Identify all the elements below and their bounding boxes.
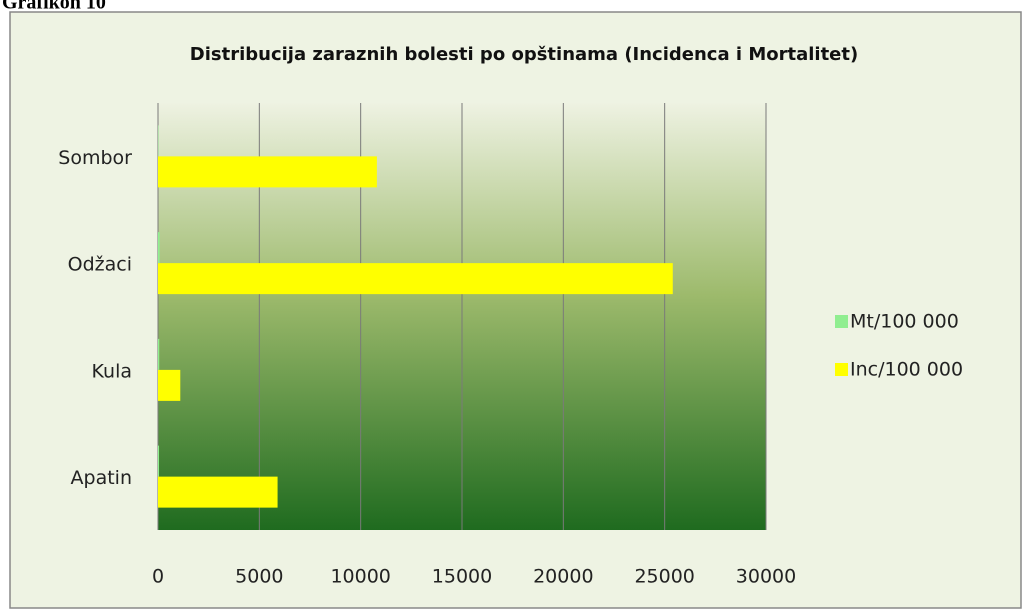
y-tick-label: Odžaci <box>68 254 132 276</box>
y-tick-label: Sombor <box>58 147 132 169</box>
chart-title: Distribucija zaraznih bolesti po opština… <box>190 44 858 65</box>
x-tick-label: 25000 <box>634 566 694 588</box>
x-tick-label: 10000 <box>330 566 390 588</box>
x-tick-label: 0 <box>152 566 164 588</box>
x-tick-label: 30000 <box>736 566 796 588</box>
bar <box>158 446 159 477</box>
bar <box>158 156 377 187</box>
bar <box>158 339 159 370</box>
bar <box>158 263 673 294</box>
bar <box>158 477 278 508</box>
bar <box>158 232 160 263</box>
legend-label: Inc/100 000 <box>850 359 963 381</box>
y-tick-label: Apatin <box>71 467 132 489</box>
x-tick-label: 5000 <box>235 566 283 588</box>
bar <box>158 370 180 401</box>
legend-swatch <box>835 315 848 328</box>
legend-label: Mt/100 000 <box>850 311 959 333</box>
x-tick-label: 20000 <box>533 566 593 588</box>
x-tick-label: 15000 <box>432 566 492 588</box>
legend-swatch <box>835 363 848 376</box>
y-tick-label: Kula <box>92 360 132 382</box>
